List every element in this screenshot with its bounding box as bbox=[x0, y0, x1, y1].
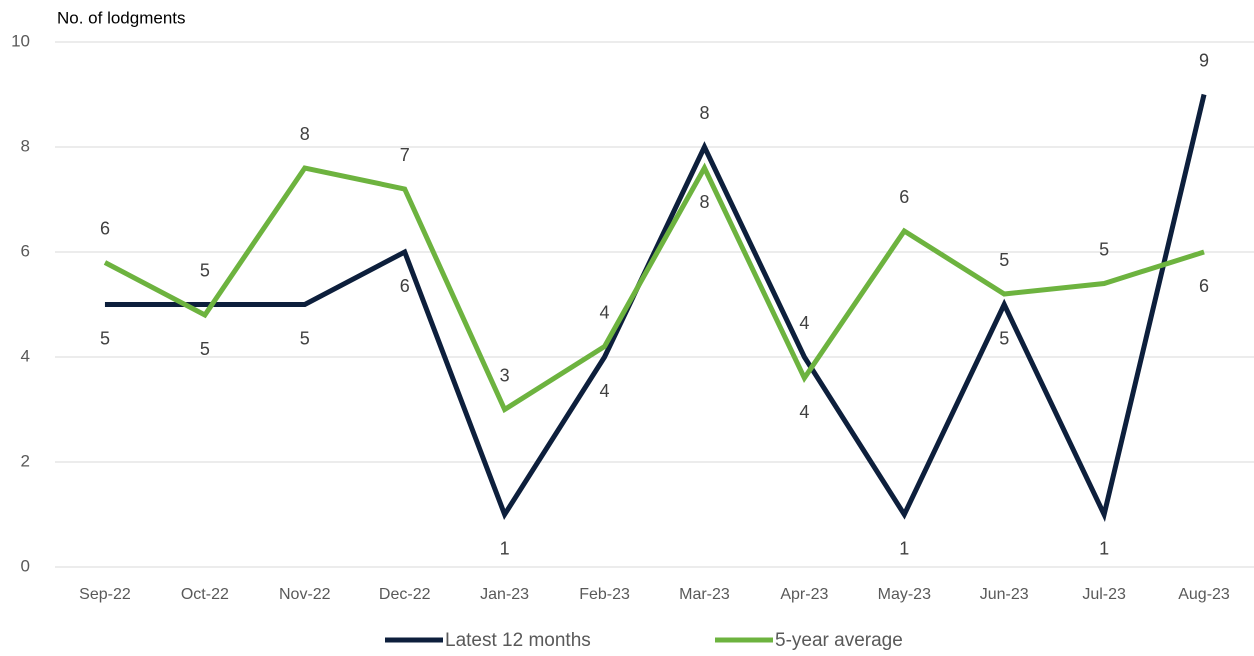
data-label: 1 bbox=[1099, 538, 1109, 558]
data-label: 9 bbox=[1199, 50, 1209, 70]
x-tick-label: Feb-23 bbox=[579, 586, 630, 603]
data-label: 4 bbox=[799, 313, 809, 333]
data-label: 4 bbox=[600, 381, 610, 401]
data-label: 5 bbox=[300, 328, 310, 348]
data-label: 5 bbox=[1099, 239, 1109, 259]
y-tick-label: 4 bbox=[21, 346, 30, 365]
data-label: 5 bbox=[100, 328, 110, 348]
data-label: 8 bbox=[699, 103, 709, 123]
data-label: 1 bbox=[500, 538, 510, 558]
x-tick-label: Jan-23 bbox=[480, 586, 529, 603]
y-tick-label: 8 bbox=[21, 136, 30, 155]
x-tick-label: Nov-22 bbox=[279, 586, 331, 603]
data-label: 4 bbox=[600, 302, 610, 322]
data-label: 3 bbox=[500, 365, 510, 385]
x-tick-label: Dec-22 bbox=[379, 586, 431, 603]
series-line bbox=[104, 93, 1207, 522]
x-tick-label: May-23 bbox=[878, 586, 931, 603]
data-label: 8 bbox=[300, 124, 310, 144]
data-label: 1 bbox=[899, 538, 909, 558]
data-label: 6 bbox=[100, 218, 110, 238]
data-label: 5 bbox=[999, 328, 1009, 348]
y-tick-label: 10 bbox=[11, 31, 30, 50]
x-tick-label: Apr-23 bbox=[780, 586, 828, 603]
data-label: 8 bbox=[699, 192, 709, 212]
series-line bbox=[103, 162, 1205, 414]
x-tick-label: Mar-23 bbox=[679, 586, 730, 603]
x-tick-label: Sep-22 bbox=[79, 586, 131, 603]
x-tick-label: Aug-23 bbox=[1178, 586, 1230, 603]
y-tick-label: 2 bbox=[21, 451, 30, 470]
y-tick-label: 6 bbox=[21, 241, 30, 260]
y-axis-title: No. of lodgments bbox=[57, 8, 186, 27]
data-label: 7 bbox=[400, 145, 410, 165]
legend-label: 5-year average bbox=[775, 630, 903, 651]
data-label: 4 bbox=[799, 402, 809, 422]
data-label: 6 bbox=[1199, 276, 1209, 296]
data-label: 5 bbox=[999, 250, 1009, 270]
y-tick-label: 0 bbox=[21, 556, 30, 575]
data-label: 6 bbox=[400, 276, 410, 296]
x-tick-label: Oct-22 bbox=[181, 586, 229, 603]
data-label: 5 bbox=[200, 260, 210, 280]
data-label: 6 bbox=[899, 187, 909, 207]
legend-label: Latest 12 months bbox=[445, 630, 591, 651]
data-label: 5 bbox=[200, 339, 210, 359]
x-tick-label: Jun-23 bbox=[980, 586, 1029, 603]
x-tick-label: Jul-23 bbox=[1082, 586, 1126, 603]
